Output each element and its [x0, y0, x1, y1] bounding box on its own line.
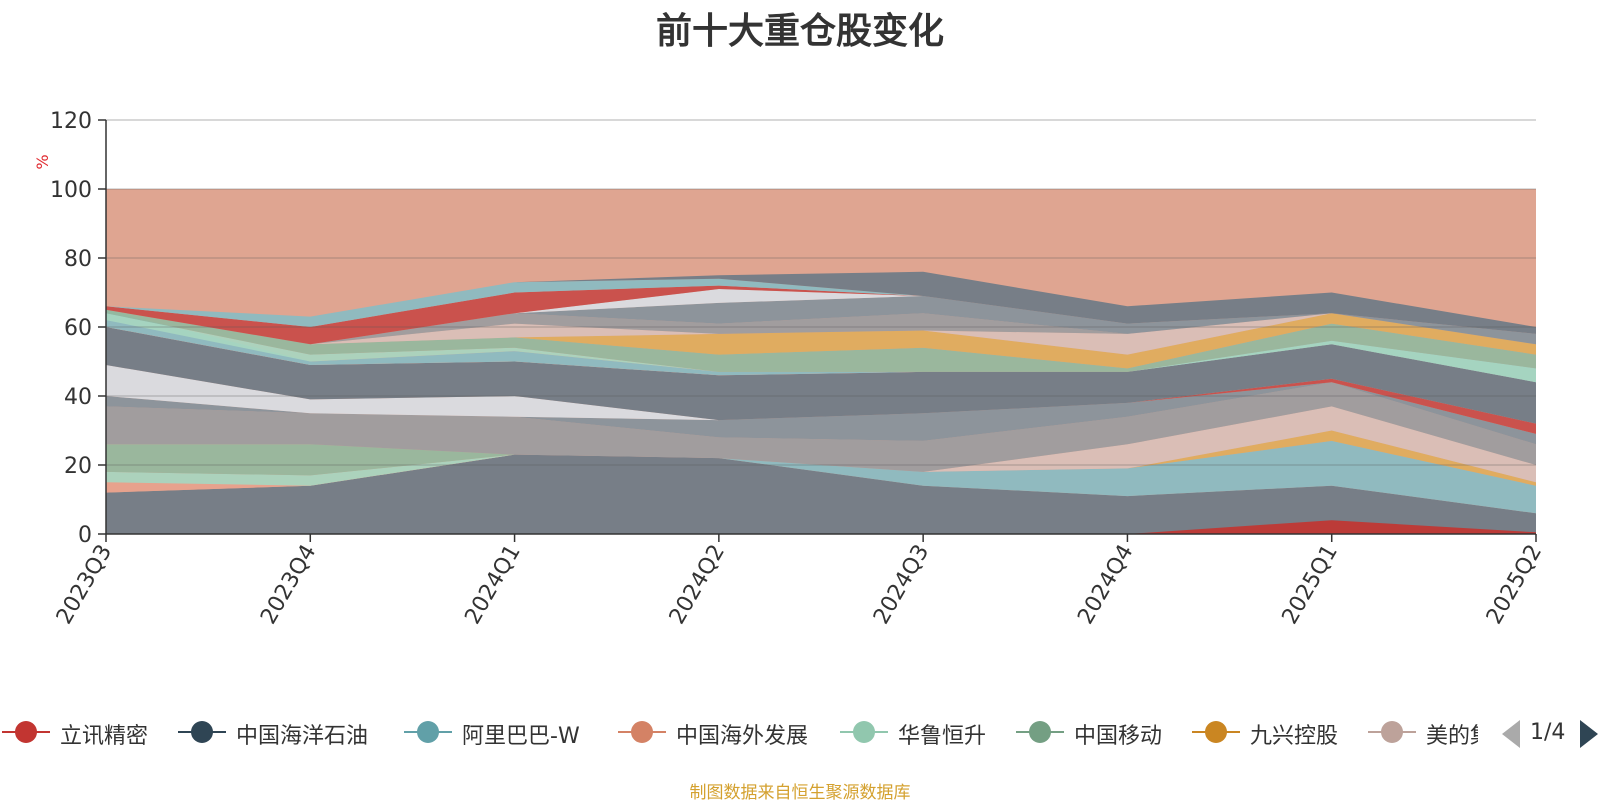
legend-marker-icon	[1368, 721, 1416, 743]
area-band-18	[106, 309, 1536, 355]
legend-item[interactable]: 立讯精密	[0, 712, 178, 752]
area-band-2	[106, 440, 1536, 514]
y-tick-label: 80	[64, 247, 92, 272]
area-band-15	[106, 313, 1536, 383]
area-band-7	[106, 440, 1536, 486]
legend-item-label: 中国移动	[1074, 724, 1163, 749]
legend-item[interactable]: 九兴控股	[1190, 712, 1344, 752]
area-band-5	[106, 440, 1536, 493]
legend-item-label: 九兴控股	[1250, 724, 1339, 749]
legend-item[interactable]: 华鲁恒升	[838, 712, 992, 752]
legend-item-label: 中国海洋石油	[236, 724, 369, 749]
y-tick-label: 20	[64, 454, 92, 479]
area-band-16	[106, 309, 1536, 372]
legend-item[interactable]: 美的集团	[1366, 712, 1478, 752]
x-tick-label: 2024Q2	[665, 541, 730, 629]
legend-item[interactable]: 中国移动	[1014, 712, 1168, 752]
legend-marker-icon	[178, 721, 226, 743]
legend-prev-page-icon[interactable]	[1502, 720, 1520, 748]
legend: 立讯精密 中国海洋石油 阿里巴巴-W 中国海外发展 华鲁恒升 中国移动 九兴控股 美的集团 1…	[0, 712, 1600, 752]
legend-marker-icon	[2, 721, 50, 743]
area-band-19	[106, 309, 1536, 345]
area-band-12	[106, 327, 1536, 424]
legend-next-page-icon[interactable]	[1580, 720, 1598, 748]
legend-item-label: 立讯精密	[60, 724, 149, 749]
legend-item[interactable]: 中国海外发展	[616, 712, 816, 752]
legend-marker-icon	[1016, 721, 1064, 743]
area-band-24	[106, 271, 1536, 334]
area-chart: 0 20 40 60 80 100 120% 2023Q3 2023Q4 2024Q1 2024Q2…	[33, 109, 1547, 629]
y-tick-label: 0	[78, 523, 92, 548]
legend-marker-icon	[840, 721, 888, 743]
x-tick-label: 2025Q1	[1278, 541, 1343, 629]
legend-marker-icon	[618, 721, 666, 743]
area-band-17	[106, 309, 1536, 369]
chart-title: 前十大重仓股变化	[655, 11, 944, 52]
y-axis-label: %	[33, 154, 52, 169]
legend-item-label: 中国海外发展	[676, 724, 809, 749]
y-tick-label: 40	[64, 385, 92, 410]
area-band-22	[106, 285, 1536, 345]
area-band-0	[106, 454, 1536, 534]
area-band-9	[106, 382, 1536, 445]
x-tick-label: 2024Q3	[869, 541, 934, 629]
x-tick-label: 2023Q3	[52, 541, 117, 629]
area-band-8	[106, 382, 1536, 472]
y-tick-label: 60	[64, 316, 92, 341]
x-tick-label: 2025Q2	[1482, 541, 1547, 629]
legend-items-viewport: 立讯精密 中国海洋石油 阿里巴巴-W 中国海外发展 华鲁恒升 中国移动 九兴控股 美的集团	[0, 712, 1478, 752]
y-tick-label: 120	[50, 109, 92, 134]
area-band-10	[106, 365, 1536, 434]
legend-item[interactable]: 中国海洋石油	[176, 712, 380, 752]
area-band-6	[106, 440, 1536, 486]
legend-page-indicator: 1/4	[1530, 720, 1566, 745]
area-band-23	[106, 278, 1536, 334]
x-tick-label: 2024Q1	[460, 541, 525, 629]
area-band-1	[106, 520, 1536, 534]
legend-item-label: 阿里巴巴-W	[462, 724, 580, 749]
x-tick-label: 2023Q4	[256, 541, 321, 629]
area-band-20	[106, 296, 1536, 345]
legend-marker-icon	[404, 721, 452, 743]
legend-marker-icon	[1192, 721, 1240, 743]
legend-item-label: 华鲁恒升	[898, 724, 987, 749]
legend-item-label: 美的集团	[1426, 724, 1478, 749]
x-tick-label: 2024Q4	[1073, 541, 1138, 629]
y-tick-label: 100	[50, 178, 92, 203]
data-source-note: 制图数据来自恒生聚源数据库	[689, 783, 911, 803]
legend-item[interactable]: 阿里巴巴-W	[402, 712, 592, 752]
